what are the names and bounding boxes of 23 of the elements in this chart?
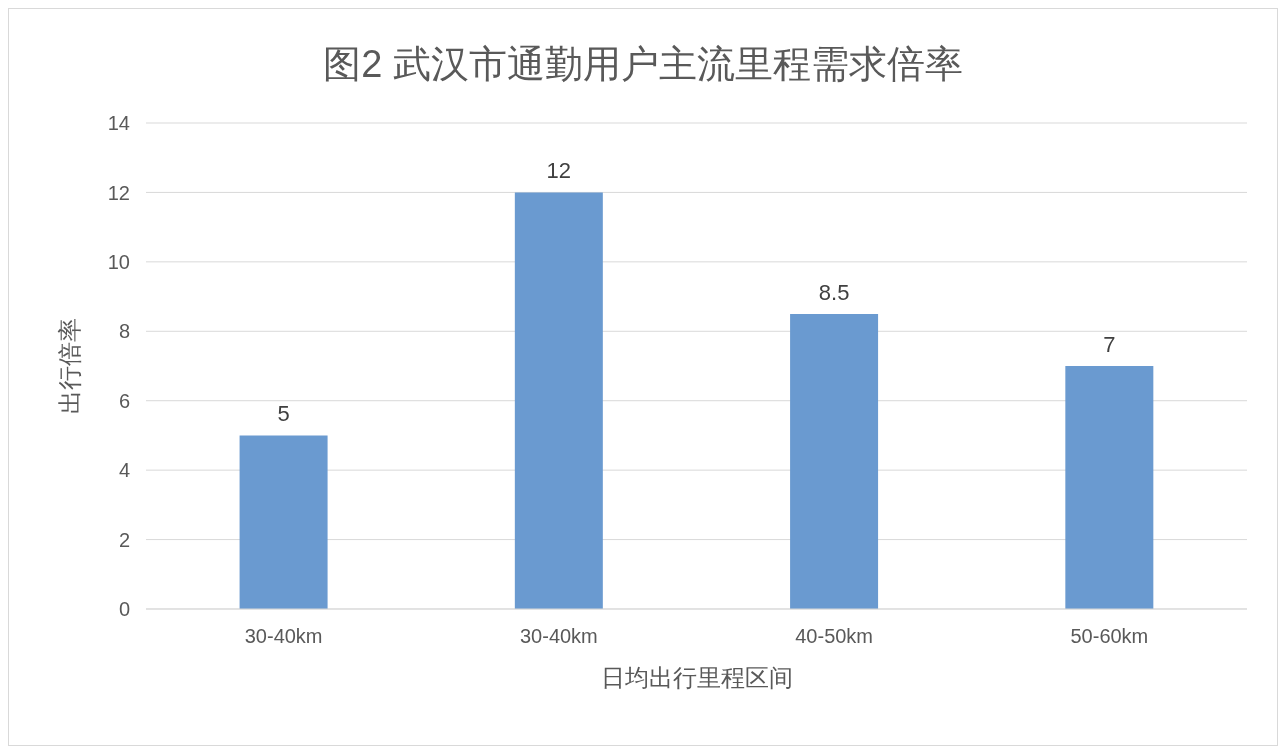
y-tick-label: 6 bbox=[118, 389, 130, 412]
x-tick-label: 30-40km bbox=[519, 625, 598, 648]
bar bbox=[514, 192, 603, 609]
data-label: 8.5 bbox=[818, 279, 850, 305]
data-label: 12 bbox=[546, 158, 572, 184]
data-label: 7 bbox=[1103, 332, 1116, 357]
y-tick-label: 2 bbox=[118, 528, 130, 551]
y-tick-label: 0 bbox=[118, 598, 130, 621]
x-tick-label: 50-60km bbox=[1070, 625, 1149, 648]
x-tick-label: 30-40km bbox=[244, 625, 323, 648]
chart-title: 图2 武汉市通勤用户主流里程需求倍率 bbox=[322, 42, 964, 87]
x-tick-label: 40-50km bbox=[795, 625, 874, 648]
y-tick-label: 14 bbox=[107, 112, 130, 135]
bar bbox=[790, 313, 879, 609]
y-axis-title: 出行倍率 bbox=[55, 318, 83, 414]
y-tick-label: 8 bbox=[118, 320, 130, 343]
bar bbox=[239, 435, 328, 609]
x-axis-title: 日均出行里程区间 bbox=[600, 664, 793, 692]
data-label: 5 bbox=[277, 401, 290, 427]
bar bbox=[1065, 366, 1154, 609]
y-tick-label: 12 bbox=[107, 181, 130, 204]
y-tick-label: 4 bbox=[118, 459, 130, 482]
y-tick-label: 10 bbox=[107, 250, 130, 273]
